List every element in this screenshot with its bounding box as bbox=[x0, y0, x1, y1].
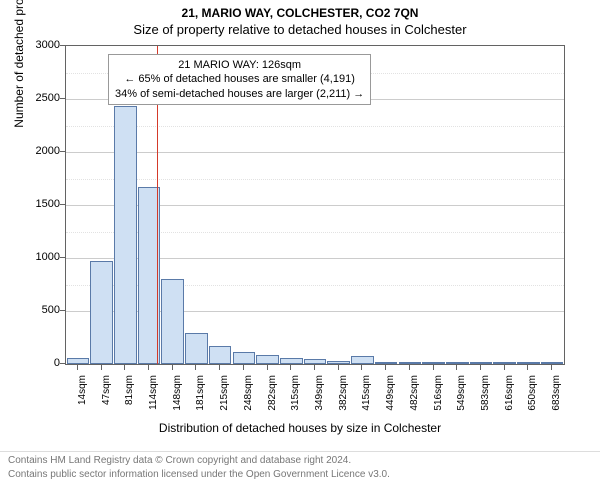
annotation-box: 21 MARIO WAY: 126sqm← 65% of detached ho… bbox=[108, 54, 371, 105]
histogram-bar bbox=[90, 261, 113, 364]
x-tick-label: 47sqm bbox=[101, 375, 112, 425]
y-tick-label: 2000 bbox=[10, 145, 60, 157]
histogram-bar bbox=[351, 356, 374, 364]
footer-line1: Contains HM Land Registry data © Crown c… bbox=[8, 454, 592, 468]
histogram-bar bbox=[67, 358, 90, 364]
footer-line2: Contains public sector information licen… bbox=[8, 468, 592, 482]
histogram-bar bbox=[327, 361, 350, 364]
annotation-line: 21 MARIO WAY: 126sqm bbox=[115, 58, 364, 72]
y-tick-label: 1000 bbox=[10, 251, 60, 263]
histogram-bar bbox=[446, 362, 469, 364]
histogram-bar bbox=[470, 362, 493, 364]
y-tick-label: 500 bbox=[10, 304, 60, 316]
histogram-bar bbox=[161, 279, 184, 364]
histogram-bar bbox=[233, 352, 256, 364]
x-tick-label: 616sqm bbox=[504, 375, 515, 425]
x-tick-label: 516sqm bbox=[433, 375, 444, 425]
histogram-bar bbox=[280, 358, 303, 364]
y-tick-label: 3000 bbox=[10, 39, 60, 51]
annotation-line: ← 65% of detached houses are smaller (4,… bbox=[115, 72, 364, 86]
histogram-bar bbox=[185, 333, 208, 364]
x-tick-label: 114sqm bbox=[148, 375, 159, 425]
x-tick-label: 683sqm bbox=[551, 375, 562, 425]
histogram-bar bbox=[375, 362, 398, 364]
x-tick-label: 248sqm bbox=[243, 375, 254, 425]
y-tick-label: 0 bbox=[10, 357, 60, 369]
histogram-bar bbox=[422, 362, 445, 364]
histogram-bar bbox=[209, 346, 232, 364]
histogram-bar bbox=[399, 362, 422, 364]
footer: Contains HM Land Registry data © Crown c… bbox=[0, 451, 600, 482]
x-tick-label: 583sqm bbox=[480, 375, 491, 425]
x-tick-label: 382sqm bbox=[338, 375, 349, 425]
histogram-bar bbox=[114, 106, 137, 364]
x-tick-label: 349sqm bbox=[314, 375, 325, 425]
histogram-bar bbox=[493, 362, 516, 364]
x-tick-label: 81sqm bbox=[124, 375, 135, 425]
x-tick-label: 650sqm bbox=[527, 375, 538, 425]
annotation-line: 34% of semi-detached houses are larger (… bbox=[115, 87, 364, 101]
x-tick-label: 181sqm bbox=[195, 375, 206, 425]
x-tick-label: 14sqm bbox=[77, 375, 88, 425]
y-tick-label: 1500 bbox=[10, 198, 60, 210]
x-tick-label: 449sqm bbox=[385, 375, 396, 425]
x-tick-label: 482sqm bbox=[409, 375, 420, 425]
x-tick-label: 215sqm bbox=[219, 375, 230, 425]
x-tick-label: 282sqm bbox=[267, 375, 278, 425]
x-tick-label: 148sqm bbox=[172, 375, 183, 425]
histogram-bar bbox=[517, 362, 540, 364]
histogram-bar bbox=[541, 362, 564, 364]
x-tick-label: 415sqm bbox=[361, 375, 372, 425]
chart-container: Number of detached properties 21 MARIO W… bbox=[0, 37, 600, 447]
x-tick-label: 549sqm bbox=[456, 375, 467, 425]
histogram-bar bbox=[304, 359, 327, 364]
x-tick-label: 315sqm bbox=[290, 375, 301, 425]
histogram-bar bbox=[256, 355, 279, 364]
plot-area: 21 MARIO WAY: 126sqm← 65% of detached ho… bbox=[65, 45, 565, 365]
address-title: 21, MARIO WAY, COLCHESTER, CO2 7QN bbox=[0, 6, 600, 20]
y-tick-label: 2500 bbox=[10, 92, 60, 104]
chart-subtitle: Size of property relative to detached ho… bbox=[0, 22, 600, 37]
